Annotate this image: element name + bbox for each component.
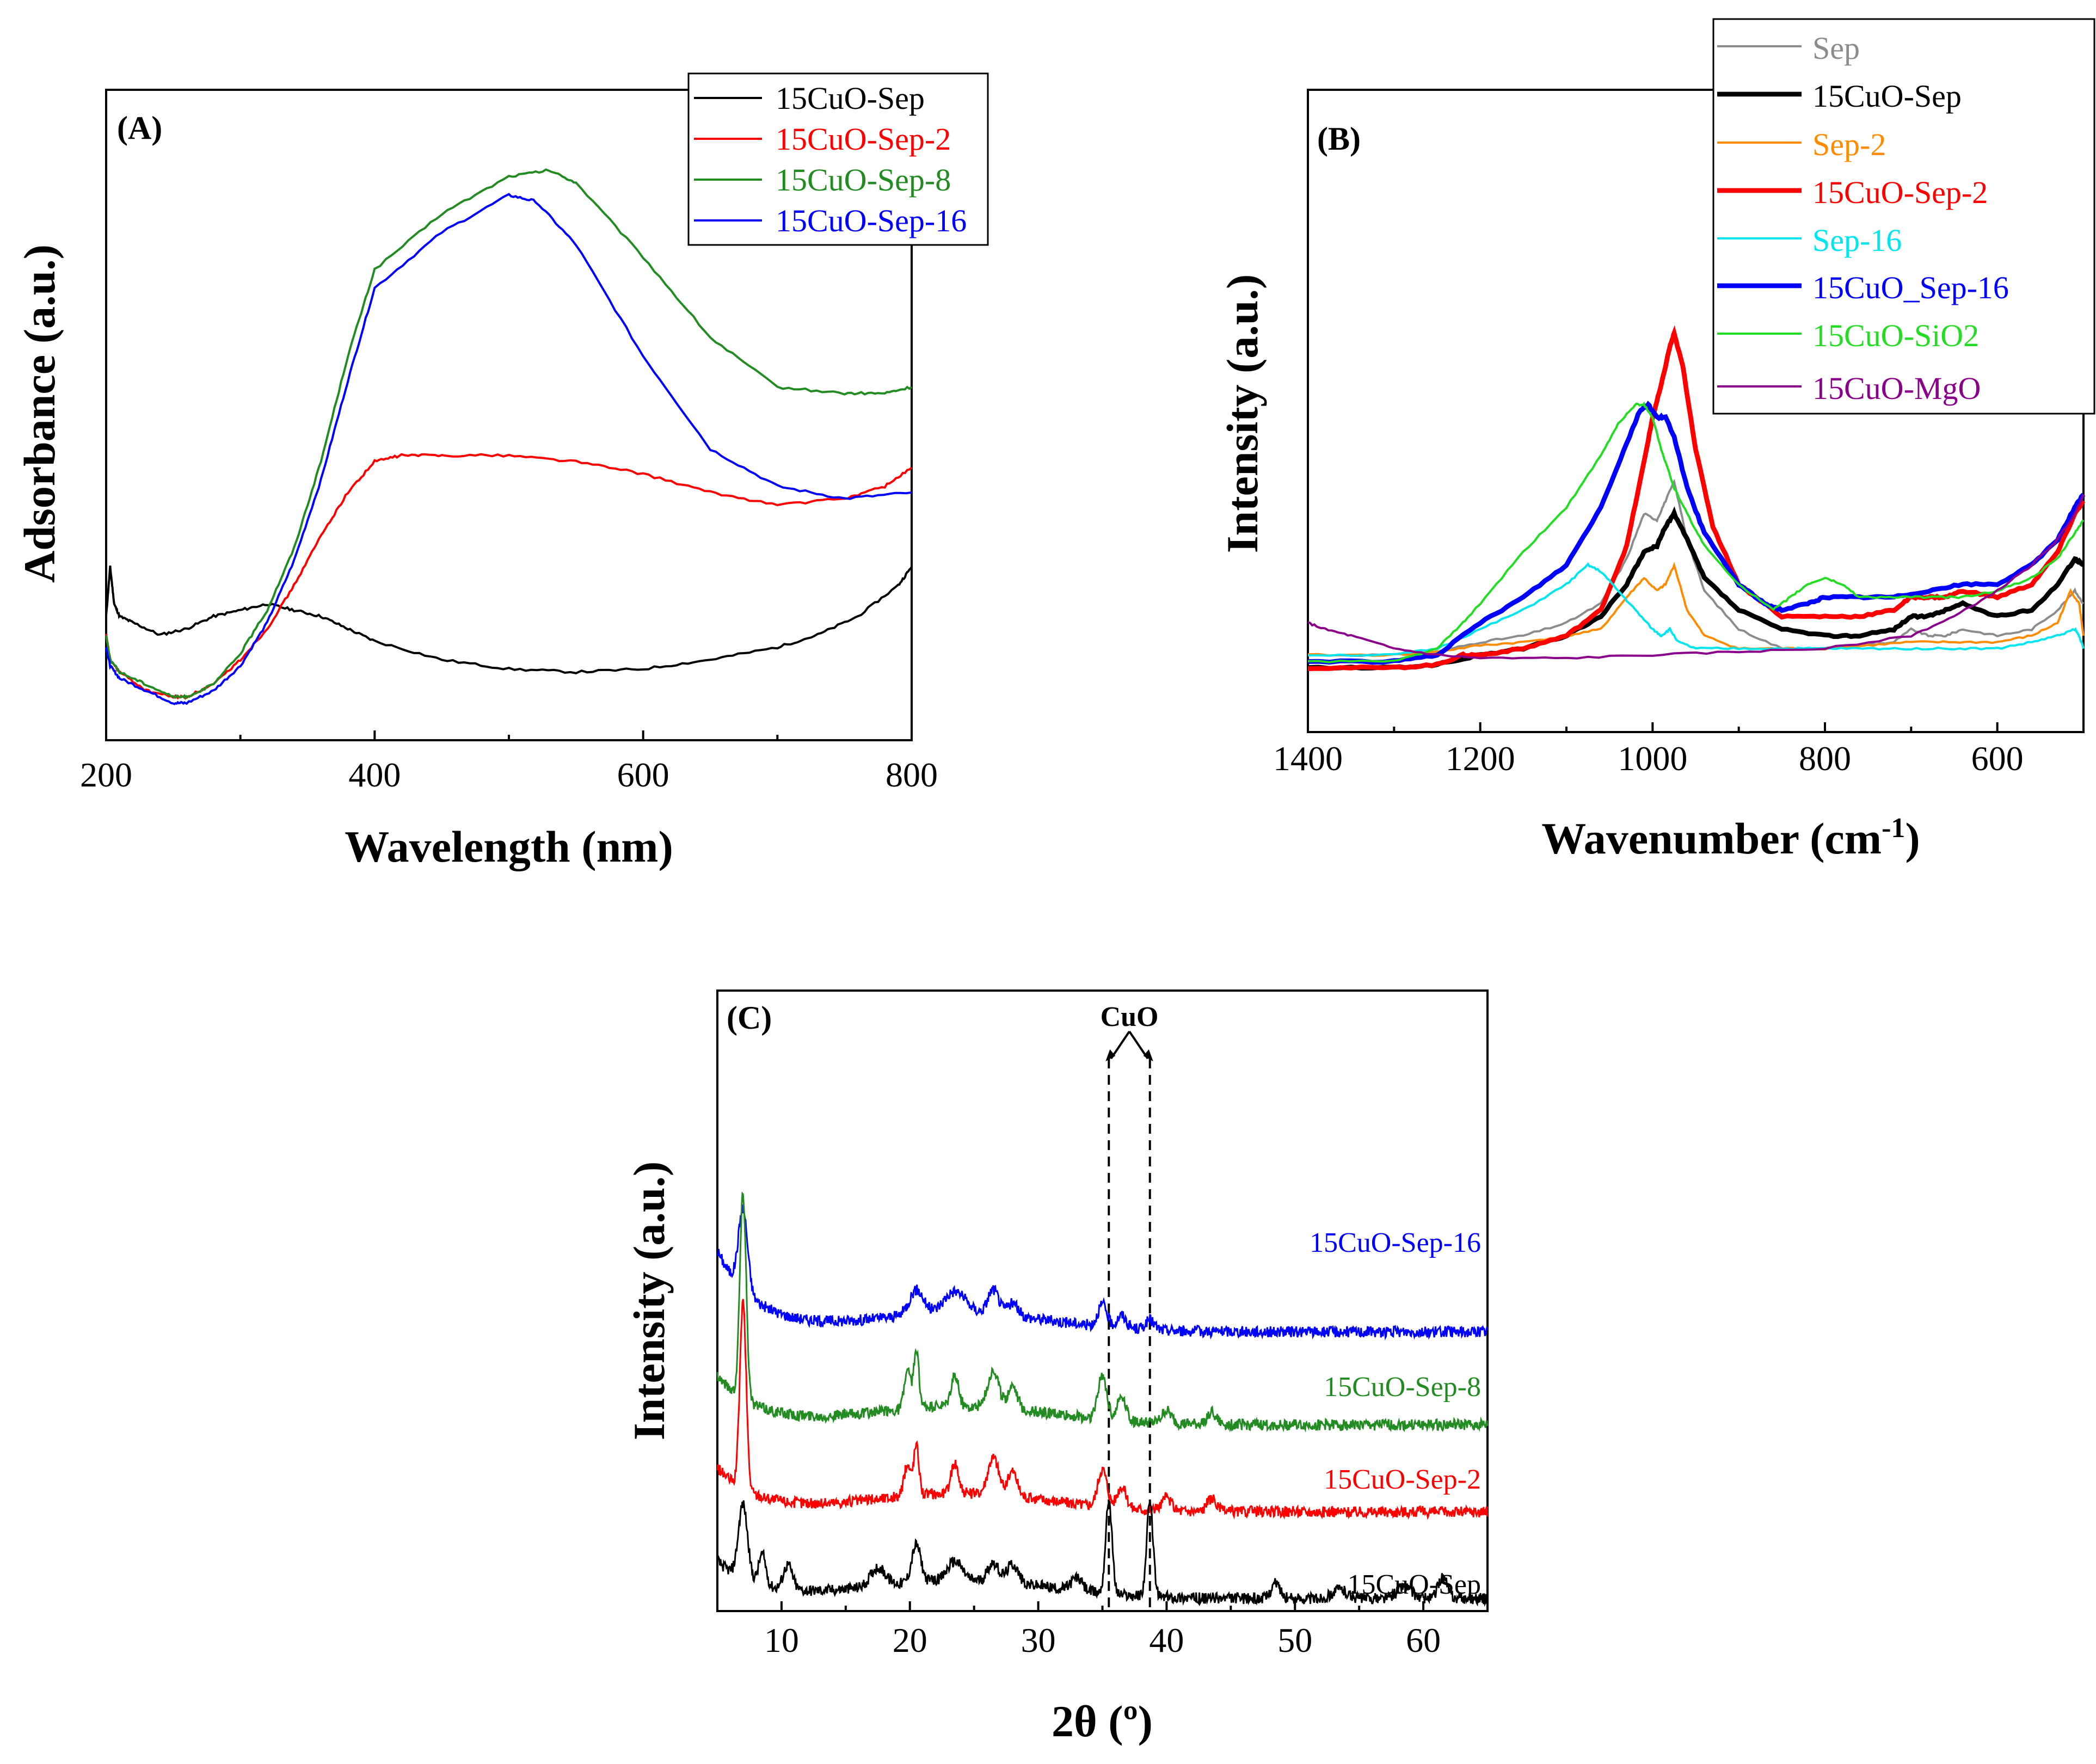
panel-b-label: (B) [1317,121,1361,157]
panel-a-series [105,168,913,705]
legend-label-15cuo-sep-2: 15CuO-Sep-2 [776,121,951,157]
panel-c-label: (C) [727,1000,772,1036]
panel-c-frame [716,989,1489,1612]
series-line-15cuo-sep [716,1500,1489,1607]
legend-label-15cuo-sio2: 15CuO-SiO2 [1812,318,1979,353]
panel-b-legend: Sep 15CuO-Sep Sep-2 15CuO-Sep-2 Sep-16 1… [1712,18,2095,415]
panel-b-x-axis-label-sup: -1 [1882,813,1905,844]
series-line-15cuo-sep-2 [105,453,913,700]
x-tick-label-400: 400 [348,755,401,794]
panel-b-y-axis-label: Intensity (a.u.) [1218,274,1267,554]
legend-label-15cuo-sep: 15CuO-Sep [1812,78,1962,114]
cuo-arrowhead-2 [1143,1049,1153,1061]
panel-b-legend-box [1712,18,2095,415]
panel-a-y-axis-label: Adsorbance (a.u.) [15,244,64,583]
cuo-arrowhead-1 [1105,1049,1116,1061]
series-line-15cuo-sep-16 [1307,401,2086,665]
panel-c-x-axis-label: 2θ (º) [1052,1697,1153,1746]
series-line-15cuo-sep-8 [716,1191,1489,1433]
panel-b-x-axis-label: Wavenumber (cm-1) [1541,813,1920,863]
series-label-15cuo-sep-8: 15CuO-Sep-8 [1324,1372,1481,1403]
series-line-15cuo-sep-16 [105,193,912,705]
x-tick-label-1400: 1400 [1273,739,1343,778]
series-line-15cuo-mgo [1307,494,2085,660]
series-line-15cuo-sep-2 [716,1299,1489,1520]
series-line-15cuo-sep-2 [1307,325,2086,671]
x-tick-label-50: 50 [1277,1621,1312,1659]
panel-c-y-axis-label: Intensity (a.u.) [624,1161,674,1441]
panel-a-x-ticks: 200 400 600 800 [80,730,938,794]
legend-label-sep: Sep [1812,30,1860,66]
panel-a-x-axis-label: Wavelength (nm) [345,822,673,871]
legend-label-15cuo-sep-16: 15CuO-Sep-16 [776,203,967,238]
x-tick-label-600: 600 [617,755,669,794]
panel-a: (A) 200 400 600 800 Wavelength (nm) Adsorba… [15,72,989,871]
series-line-sep-16 [1307,562,2085,657]
legend-label-15cuo-sep: 15CuO-Sep [776,81,925,116]
legend-label-15cuo-mgo: 15CuO-MgO [1812,371,1981,406]
panel-c-x-ticks: 10 20 30 40 50 60 [764,1601,1441,1659]
cuo-arrow-2 [1128,1030,1149,1060]
panel-b-x-axis-label-main: Wavenumber (cm [1541,814,1882,863]
x-tick-label-1000: 1000 [1618,739,1687,778]
legend-label-sep-2: Sep-2 [1812,127,1886,162]
x-tick-label-40: 40 [1149,1621,1184,1659]
x-tick-label-60: 60 [1406,1621,1441,1659]
x-tick-label-30: 30 [1021,1621,1056,1659]
cuo-annotation-label: CuO [1101,1001,1159,1032]
x-tick-label-600: 600 [1971,739,2024,778]
panel-b-series [1307,325,2086,671]
series-line-15cuo-sio2 [1307,401,2085,663]
series-line-sep-2 [1307,562,2085,657]
panel-b-x-axis-label-suffix: ) [1905,814,1920,863]
panel-c: (C) 10 20 30 40 50 60 CuO 15CuO-Sep-1615CuO-S… [624,989,1489,1746]
panel-c-series: 15CuO-Sep-16 15CuO-Sep-8 15CuO-Sep-2 15CuO-… [716,1191,1489,1607]
series-label-15cuo-sep: 15CuO-Sep [1347,1569,1481,1600]
legend-label-sep-16: Sep-16 [1812,223,1902,258]
panel-c-cuo-annotation: CuO [1101,1001,1159,1611]
panel-a-legend: 15CuO-Sep 15CuO-Sep-2 15CuO-Sep-8 15CuO-… [687,72,989,246]
cuo-arrow-1 [1110,1030,1130,1060]
panel-a-legend-box [687,72,989,246]
x-tick-label-1200: 1200 [1446,739,1515,778]
panel-b-x-ticks: 1400 1200 1000 800 600 [1273,722,2024,778]
x-tick-label-200: 200 [80,755,132,794]
legend-label-15cuo-sep-16: 15CuO_Sep-16 [1812,270,2009,305]
series-line-15cuo-sep-16 [716,1204,1489,1341]
x-tick-label-20: 20 [893,1621,927,1659]
x-tick-label-800: 800 [1799,739,1851,778]
legend-label-15cuo-sep-8: 15CuO-Sep-8 [776,162,951,198]
series-label-15cuo-sep-2: 15CuO-Sep-2 [1324,1464,1481,1495]
x-tick-label-10: 10 [764,1621,799,1659]
panel-b: (B) 1400 1200 1000 800 600 Wavenumber (cm-1)… [1218,18,2095,863]
panel-a-label: (A) [117,110,162,146]
legend-label-15cuo-sep-2: 15CuO-Sep-2 [1812,175,1988,210]
series-label-15cuo-sep-16: 15CuO-Sep-16 [1310,1227,1481,1258]
series-line-15cuo-sep [105,566,913,674]
series-line-sep [1307,479,2085,657]
x-tick-label-800: 800 [886,755,938,794]
series-line-15cuo-sep-8 [105,168,913,700]
